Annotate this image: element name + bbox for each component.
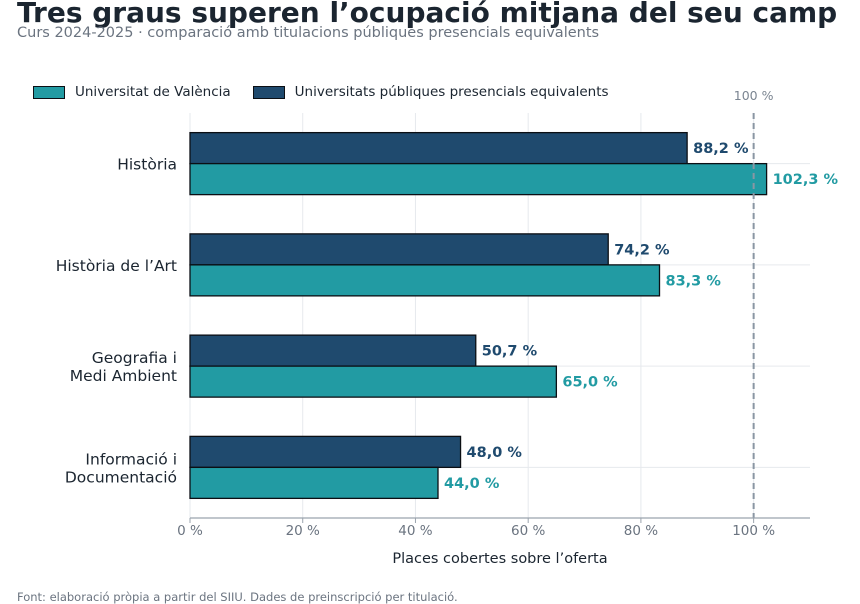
x-tick-label: 20 % bbox=[286, 523, 320, 539]
data-label: 48,0 % bbox=[467, 445, 523, 461]
legend: Universitat de València Universitats públ… bbox=[33, 84, 631, 100]
legend-label: Universitats públiques presencials equiv… bbox=[294, 84, 609, 100]
category-label: Història bbox=[117, 156, 177, 174]
bar bbox=[189, 435, 462, 469]
bar bbox=[189, 233, 609, 266]
data-label: 65,0 % bbox=[562, 375, 618, 391]
source-note: Font: elaboració pròpia a partir del SII… bbox=[17, 590, 458, 604]
chart-title: Tres graus superen l’ocupació mitjana de… bbox=[17, 0, 838, 29]
bar bbox=[189, 131, 688, 165]
x-tick-label: 40 % bbox=[398, 523, 432, 539]
category-label: Informació i bbox=[85, 450, 177, 468]
bar bbox=[189, 334, 477, 367]
x-tick-label: 100 % bbox=[732, 523, 775, 539]
x-tick-label: 0 % bbox=[177, 523, 203, 539]
legend-label: Universitat de València bbox=[75, 84, 231, 100]
bar bbox=[189, 264, 661, 297]
chart-subtitle: Curs 2024-2025 · comparació amb titulaci… bbox=[17, 25, 600, 41]
x-axis-title: Places cobertes sobre l’oferta bbox=[392, 551, 607, 567]
data-label: 102,3 % bbox=[773, 172, 839, 188]
category-label: Història de l’Art bbox=[56, 257, 177, 275]
data-label: 88,2 % bbox=[693, 141, 749, 157]
x-tick-label: 60 % bbox=[511, 523, 545, 539]
bar bbox=[189, 162, 768, 196]
data-label: 44,0 % bbox=[444, 476, 500, 492]
legend-swatch bbox=[252, 85, 285, 99]
category-label: Documentació bbox=[65, 468, 177, 486]
x-tick-label: 80 % bbox=[624, 523, 658, 539]
legend-item: Universitats públiques presencials equiv… bbox=[252, 84, 609, 100]
data-label: 83,3 % bbox=[666, 273, 722, 289]
data-label: 50,7 % bbox=[482, 344, 538, 360]
data-label: 74,2 % bbox=[614, 242, 670, 258]
legend-swatch bbox=[33, 85, 65, 99]
reference-line-label: 100 % bbox=[734, 88, 774, 103]
bar bbox=[189, 466, 439, 500]
legend-item: Universitat de València bbox=[33, 84, 231, 100]
category-label: Medi Ambient bbox=[70, 367, 177, 385]
bar bbox=[189, 365, 558, 398]
category-label: Geografia i bbox=[92, 349, 177, 367]
